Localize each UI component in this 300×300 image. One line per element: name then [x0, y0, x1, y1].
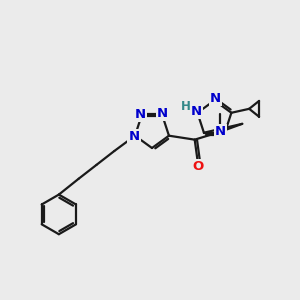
Text: N: N — [157, 107, 168, 120]
Text: O: O — [192, 160, 203, 173]
Text: N: N — [191, 105, 202, 118]
Text: N: N — [215, 125, 226, 138]
Text: N: N — [128, 130, 140, 143]
Text: N: N — [210, 92, 221, 105]
Text: H: H — [181, 100, 190, 113]
Text: N: N — [135, 108, 146, 121]
